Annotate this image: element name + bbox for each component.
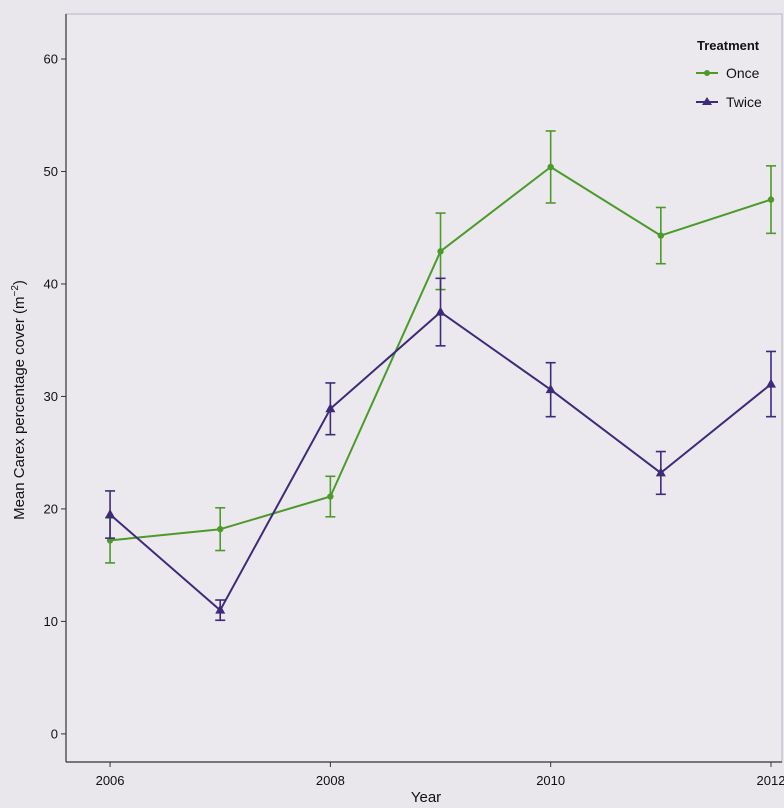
x-tick-label: 2006 xyxy=(96,773,125,788)
legend-title: Treatment xyxy=(697,38,760,53)
data-point xyxy=(217,525,224,533)
data-point xyxy=(657,232,665,239)
data-point xyxy=(435,306,446,316)
y-axis-title-superscript: −2 xyxy=(10,285,21,297)
y-tick-label: 20 xyxy=(44,501,58,516)
data-point xyxy=(327,493,334,500)
legend-once-label: Once xyxy=(726,65,760,81)
legend: Treatment Once Twice xyxy=(696,38,762,110)
y-tick-label: 50 xyxy=(44,164,58,179)
x-axis-title: Year xyxy=(411,789,441,806)
plot-panel xyxy=(65,13,783,763)
data-point xyxy=(215,604,226,614)
series-once xyxy=(105,130,776,564)
y-tick-label: 60 xyxy=(44,51,58,66)
x-axis-ticks: 2006 2008 2010 2012 xyxy=(96,762,784,788)
y-tick-label: 40 xyxy=(44,276,58,291)
data-point xyxy=(767,196,775,203)
x-tick-label: 2008 xyxy=(316,773,345,788)
y-tick-label: 0 xyxy=(51,726,58,741)
data-point xyxy=(105,509,116,519)
y-tick-label: 30 xyxy=(44,389,58,404)
y-axis-ticks: 0 10 20 30 40 50 60 xyxy=(44,51,66,741)
series-layer xyxy=(105,130,776,622)
data-point xyxy=(325,403,336,413)
y-tick-label: 10 xyxy=(44,614,58,629)
legend-twice-marker xyxy=(702,97,712,105)
y-axis-title-main: Mean Carex percentage cover (m xyxy=(11,296,28,519)
series-twice xyxy=(105,277,776,622)
data-point xyxy=(655,467,666,477)
data-point xyxy=(545,384,556,394)
data-point xyxy=(547,163,554,171)
legend-item-once: Once xyxy=(696,65,760,81)
x-tick-label: 2012 xyxy=(757,773,784,788)
y-axis-title: Mean Carex percentage cover (m−2) xyxy=(10,280,28,520)
data-point xyxy=(765,378,776,388)
x-tick-label: 2010 xyxy=(536,773,565,788)
legend-item-twice: Twice xyxy=(696,94,762,110)
legend-twice-label: Twice xyxy=(726,94,762,110)
y-axis-title-end: ) xyxy=(11,280,28,285)
data-point xyxy=(437,248,444,255)
legend-once-marker xyxy=(704,70,710,76)
